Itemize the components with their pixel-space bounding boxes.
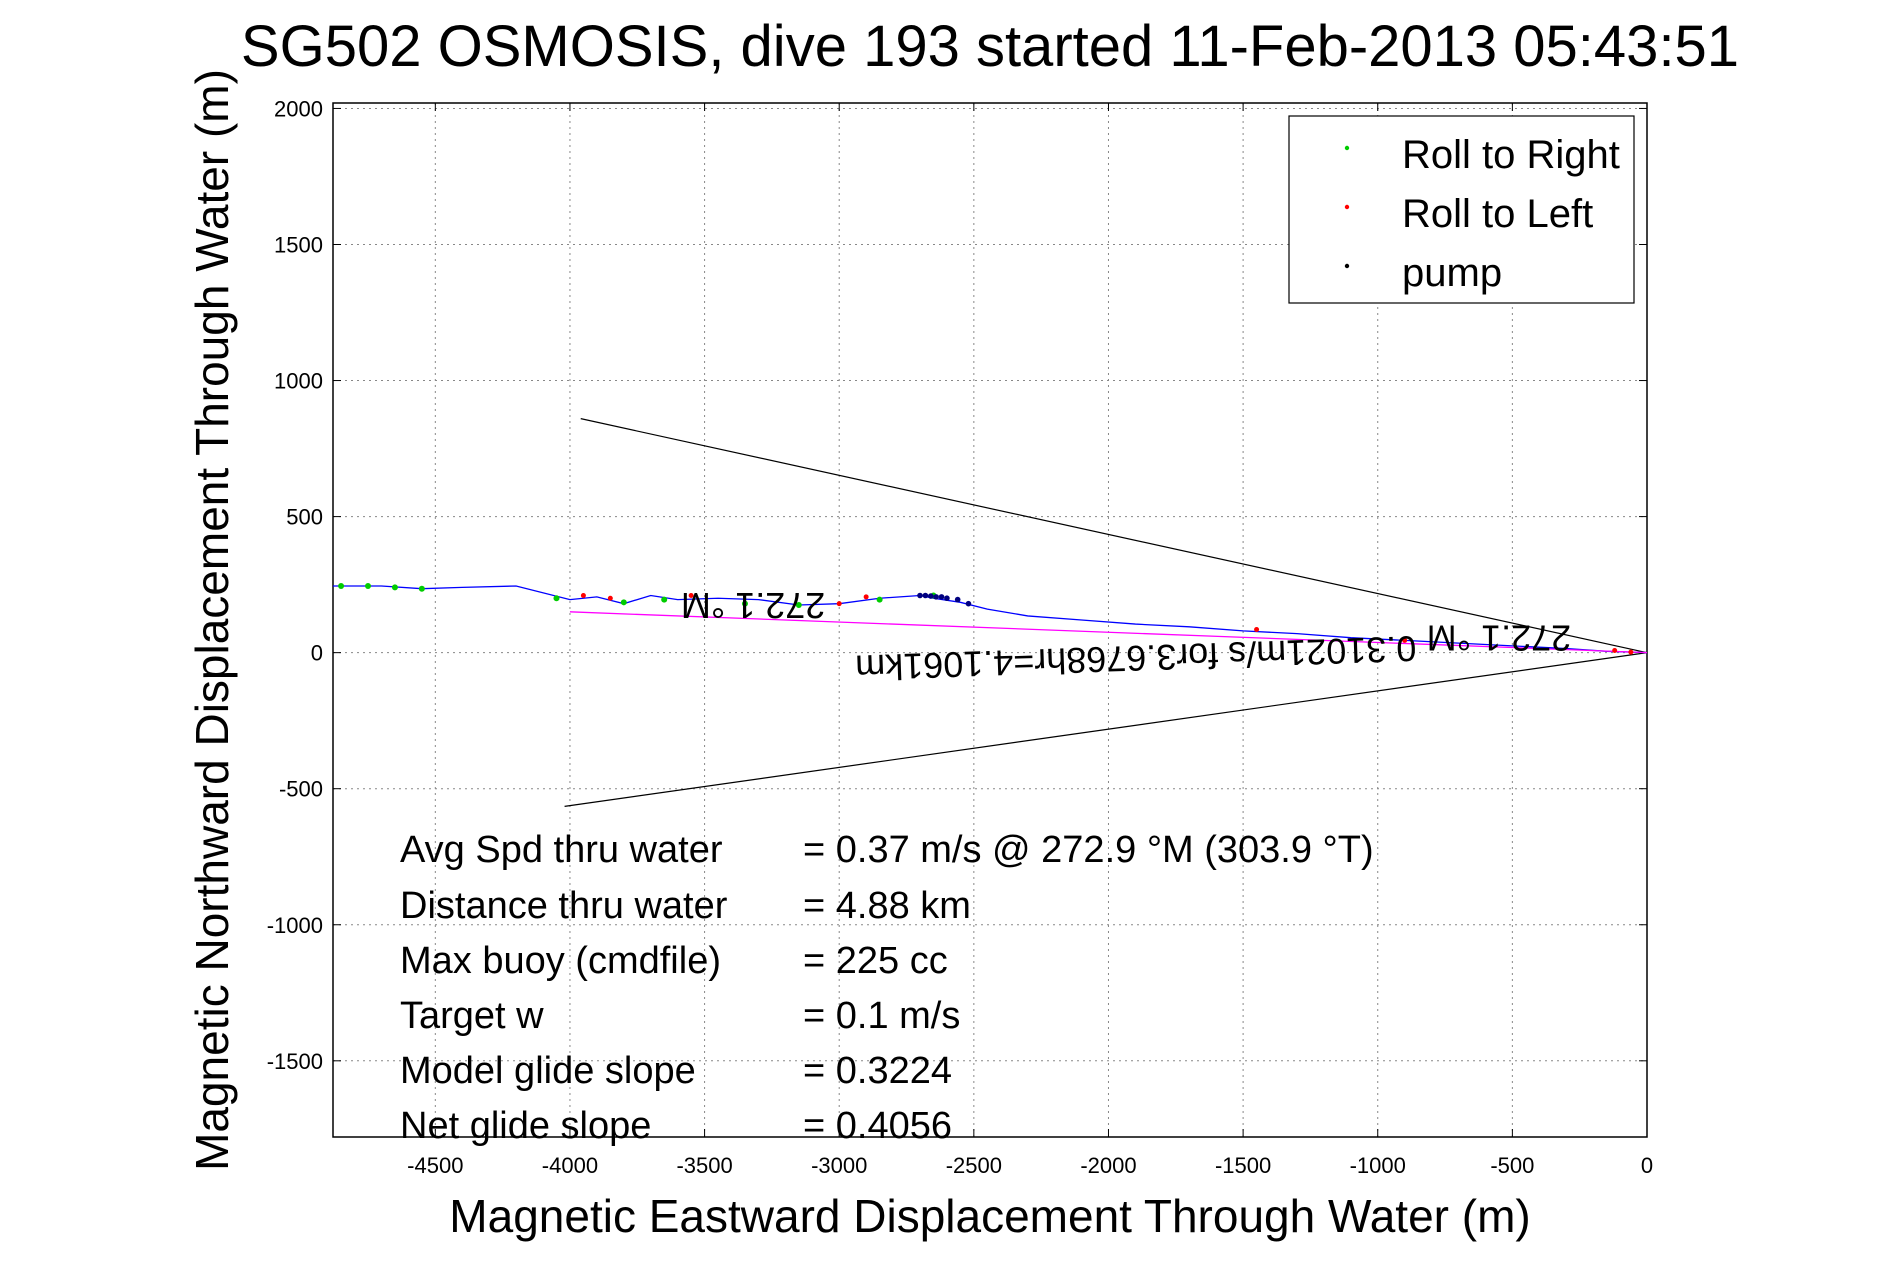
plot-area-frame — [332, 102, 1648, 1138]
roll-right-point — [620, 599, 627, 606]
legend-marker — [1344, 204, 1350, 210]
y-tick-label: -1500 — [267, 1049, 323, 1074]
y-tick-label: 2000 — [274, 96, 323, 121]
stat-label: Avg Spd thru water — [400, 829, 723, 871]
direction-annotation: 0.31021m/s for3.6768hr=4.1061km — [855, 628, 1417, 689]
roll-right-point — [741, 600, 748, 607]
roll-right-point — [391, 584, 398, 591]
stat-value: = 225 cc — [803, 940, 948, 982]
lines-layer — [333, 418, 1648, 807]
tick-layer: -4500 -4000 -3500 -3000 -2500 -2000 -1500 -1000… — [267, 96, 1653, 1178]
pump-point — [927, 593, 934, 599]
y-tick-label: -500 — [279, 777, 323, 802]
roll-right-point — [418, 585, 425, 592]
roll-left-point — [1612, 647, 1618, 653]
roll-left-point — [607, 595, 613, 601]
roll-right-point — [365, 582, 372, 589]
roll-left-point — [580, 593, 586, 599]
direction-annotation: 272.1 °M — [1427, 617, 1571, 658]
x-tick-label: -3000 — [811, 1153, 867, 1178]
legend-marker — [1344, 145, 1350, 151]
x-tick-label: -4500 — [407, 1153, 463, 1178]
stat-value: = 0.1 m/s — [803, 995, 960, 1037]
stat-value: = 0.37 m/s @ 272.9 °M (303.9 °T) — [803, 829, 1374, 871]
x-tick-label: -2500 — [946, 1153, 1002, 1178]
stat-value: = 4.88 km — [803, 885, 971, 927]
x-tick-label: -4000 — [542, 1153, 598, 1178]
annotation-layer: 272.1 °M0.31021m/s for3.6768hr=4.1061km 2… — [681, 585, 1571, 689]
legend: Roll to Right Roll to Left pump — [1288, 115, 1635, 304]
x-tick-label: -1000 — [1350, 1153, 1406, 1178]
pump-point — [944, 595, 950, 602]
roll-left-point — [863, 594, 869, 600]
roll-right-point — [553, 595, 560, 602]
stat-label: Distance thru water — [400, 885, 728, 927]
x-axis-label: Magnetic Eastward Displacement Through W… — [449, 1190, 1530, 1242]
y-tick-label: 1500 — [274, 232, 323, 257]
stats-block: Avg Spd thru water = 0.37 m/s @ 272.9 °M … — [400, 829, 1374, 1147]
pump-point — [922, 592, 929, 599]
legend-label: Roll to Right — [1402, 133, 1620, 177]
grid-layer — [333, 103, 1647, 1137]
x-tick-label: -1500 — [1215, 1153, 1271, 1178]
y-tick-label: 0 — [311, 641, 323, 666]
x-tick-label: 0 — [1641, 1153, 1653, 1178]
current-line — [564, 652, 1648, 807]
stat-label: Target w — [400, 995, 544, 1037]
roll-right-point — [795, 602, 802, 609]
roll-left-point — [1402, 637, 1408, 643]
y-axis-label: Magnetic Northward Displacement Through … — [186, 69, 238, 1171]
y-tick-label: 500 — [286, 505, 323, 530]
roll-left-point — [688, 593, 694, 599]
current-line — [580, 418, 1648, 654]
marker-layer — [338, 582, 1634, 655]
x-tick-label: -3500 — [676, 1153, 732, 1178]
y-tick-label: 1000 — [274, 369, 323, 394]
roll-right-point — [661, 596, 668, 603]
roll-right-point — [876, 596, 883, 603]
title-group: SG502 OSMOSIS, dive 193 started 11-Feb-2… — [241, 14, 1739, 79]
roll-left-point — [1254, 627, 1260, 633]
series-line-heading — [569, 611, 1648, 654]
stat-value: = 0.4056 — [803, 1105, 952, 1147]
legend-label: Roll to Left — [1402, 192, 1593, 236]
stat-label: Net glide slope — [400, 1105, 651, 1147]
legend-marker — [1344, 263, 1350, 269]
pump-point — [954, 596, 961, 603]
pump-point — [917, 592, 923, 599]
x-tick-label: -500 — [1490, 1153, 1534, 1178]
x-tick-label: -2000 — [1080, 1153, 1136, 1178]
roll-left-point — [836, 601, 842, 607]
pump-point — [965, 600, 972, 607]
y-tick-label: -1000 — [267, 913, 323, 938]
stat-value: = 0.3224 — [803, 1050, 952, 1092]
pump-point — [933, 594, 939, 600]
stat-label: Max buoy (cmdfile) — [400, 940, 721, 982]
chart-title: SG502 OSMOSIS, dive 193 started 11-Feb-2… — [241, 14, 1739, 79]
legend-label: pump — [1402, 251, 1502, 295]
roll-left-point — [1628, 649, 1634, 655]
roll-right-point — [338, 582, 345, 589]
pump-point — [938, 594, 945, 600]
stat-label: Model glide slope — [400, 1050, 696, 1092]
direction-annotation: 272.1 °M — [681, 585, 825, 626]
